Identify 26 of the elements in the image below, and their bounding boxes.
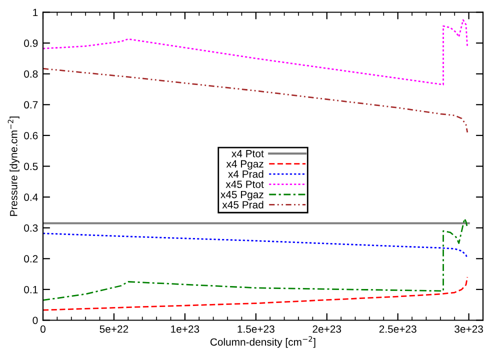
y-tick-label: 0.1 [24,286,38,294]
x-tick-label: 2.5e+23 [379,325,416,333]
x-tick-label: 2e+23 [312,325,342,333]
y-axis-title: Pressure [dyne.cm$^{−2}$] [8,116,20,216]
x-tick-label: 5e+22 [100,325,128,333]
y-tick-label: 0.4 [24,194,38,201]
legend-label: x4 Prad [228,170,264,178]
y-tick-label: 0 [32,316,38,324]
legend-label: x4 Pgaz [226,160,264,170]
y-tick-label: 0.3 [24,224,38,232]
x-tick-label: 1.5e+23 [238,325,274,333]
x-tick-label: 1e+23 [171,325,200,333]
x-tick-label: 3e+23 [454,325,483,333]
y-tick-label: 0.7 [24,101,38,109]
y-tick-label: 0.2 [24,255,38,263]
y-tick-label: 0.5 [24,162,38,170]
legend-label: x45 Prad [222,200,264,208]
x-tick-label: 0 [40,325,46,333]
legend-label: x4 Ptot [232,150,264,158]
y-tick-label: 0.6 [24,132,38,140]
legend-label: x45 Ptot [226,180,264,188]
legend-label: x45 Pgaz [220,190,264,200]
x-axis-title: Column-density [cm$^{−2}$] [210,336,316,348]
y-tick-label: 1 [33,8,38,16]
y-tick-label: 0.8 [24,70,38,78]
y-tick-label: 0.9 [24,40,38,47]
